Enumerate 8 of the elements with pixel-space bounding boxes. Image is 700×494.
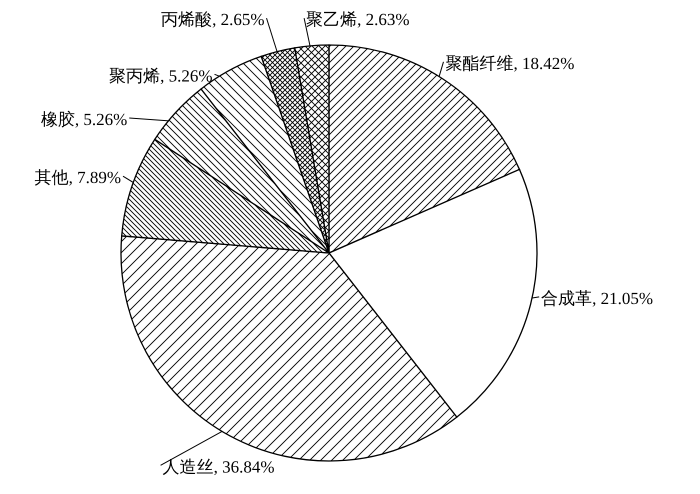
slice-label: 人造丝, 36.84% <box>162 457 275 476</box>
slice-label: 聚乙烯, 2.63% <box>306 10 410 30</box>
slice-label: 聚酯纤维, 18.42% <box>445 54 574 73</box>
slice-label: 橡胶, 5.26% <box>40 110 128 129</box>
slice-label: 丙烯酸, 2.65% <box>161 10 265 30</box>
slice-label: 其他, 7.89% <box>34 168 121 188</box>
slice-label: 合成革, 21.05% <box>541 288 654 308</box>
slice-label: 聚丙烯, 5.26% <box>109 66 213 86</box>
